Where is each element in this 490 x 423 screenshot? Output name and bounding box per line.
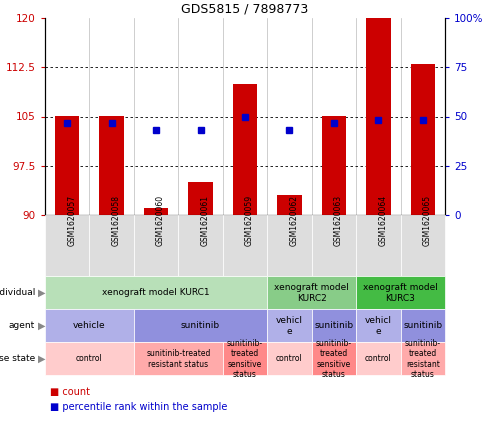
Text: xenograft model KURC1: xenograft model KURC1	[102, 288, 210, 297]
Text: GSM1620065: GSM1620065	[423, 195, 432, 246]
Bar	[366, 18, 391, 215]
Bar	[188, 182, 213, 215]
Text: sunitinib: sunitinib	[403, 321, 442, 330]
Title: GDS5815 / 7898773: GDS5815 / 7898773	[181, 3, 309, 16]
Bar	[277, 195, 302, 215]
Text: sunitinib-
treated
resistant
status: sunitinib- treated resistant status	[405, 339, 441, 379]
Text: disease state: disease state	[0, 354, 35, 363]
Text: GSM1620059: GSM1620059	[245, 195, 254, 246]
Text: sunitinib-treated
resistant status: sunitinib-treated resistant status	[146, 349, 211, 368]
Text: control: control	[276, 354, 303, 363]
Text: ▶: ▶	[38, 321, 45, 331]
Text: ▶: ▶	[38, 354, 45, 364]
Bar	[55, 116, 79, 215]
Text: GSM1620063: GSM1620063	[334, 195, 343, 246]
Text: agent: agent	[9, 321, 35, 330]
Bar	[99, 116, 124, 215]
Text: GSM1620057: GSM1620057	[67, 195, 76, 246]
Text: GSM1620060: GSM1620060	[156, 195, 165, 246]
Text: vehicle: vehicle	[73, 321, 106, 330]
Text: GSM1620064: GSM1620064	[378, 195, 387, 246]
Text: xenograft model
KURC3: xenograft model KURC3	[363, 283, 438, 302]
Text: individual: individual	[0, 288, 35, 297]
Text: sunitinib: sunitinib	[181, 321, 220, 330]
Text: sunitinib: sunitinib	[314, 321, 353, 330]
Text: ■ percentile rank within the sample: ■ percentile rank within the sample	[50, 402, 227, 412]
Text: control: control	[365, 354, 392, 363]
Text: ▶: ▶	[38, 288, 45, 298]
Text: ■ count: ■ count	[50, 387, 90, 397]
Text: sunitinib-
treated
sensitive
status: sunitinib- treated sensitive status	[227, 339, 263, 379]
Text: GSM1620062: GSM1620062	[290, 195, 298, 246]
Text: GSM1620058: GSM1620058	[112, 195, 121, 246]
Bar	[233, 84, 257, 215]
Bar	[144, 209, 169, 215]
Text: GSM1620061: GSM1620061	[200, 195, 210, 246]
Bar	[321, 116, 346, 215]
Text: sunitinib-
treated
sensitive
status: sunitinib- treated sensitive status	[316, 339, 352, 379]
Bar	[411, 64, 435, 215]
Text: xenograft model
KURC2: xenograft model KURC2	[274, 283, 349, 302]
Text: vehicl
e: vehicl e	[276, 316, 303, 335]
Text: vehicl
e: vehicl e	[365, 316, 392, 335]
Text: control: control	[76, 354, 103, 363]
